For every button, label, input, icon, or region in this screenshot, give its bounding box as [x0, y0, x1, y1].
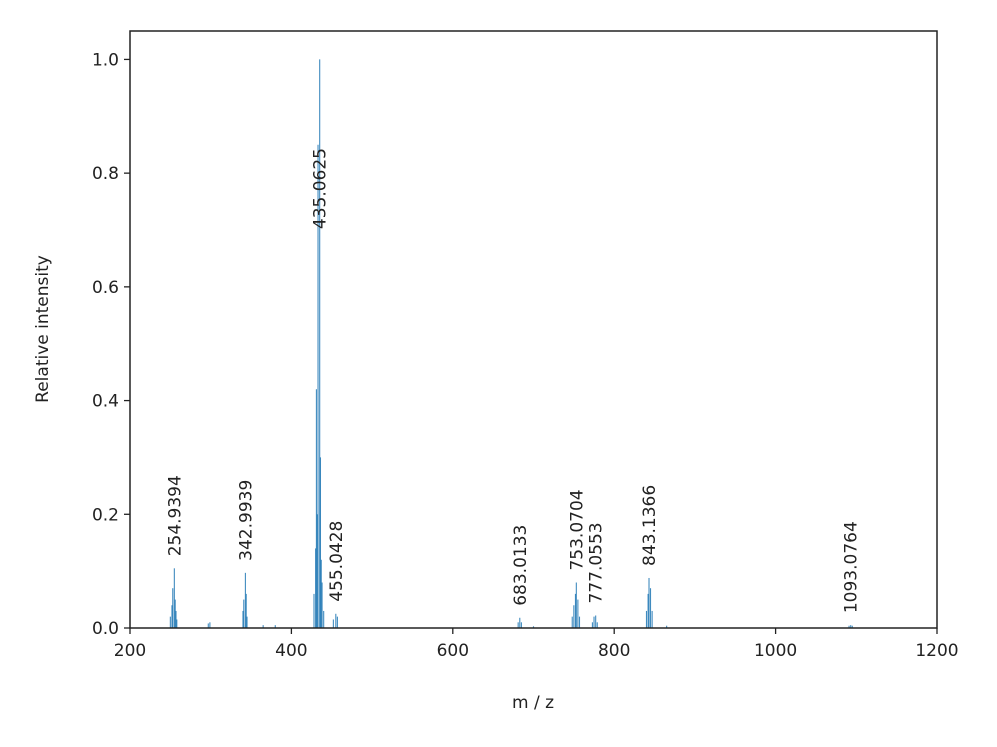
y-tick-label: 1.0: [92, 50, 119, 70]
x-tick-label: 600: [437, 641, 469, 661]
peak-label: 777.0553: [587, 522, 607, 603]
x-tick-label: 800: [598, 641, 630, 661]
y-tick-label: 0.0: [92, 619, 119, 639]
peak-label: 753.0704: [567, 489, 587, 570]
x-tick-label: 200: [114, 641, 146, 661]
peak-label: 254.9394: [165, 475, 185, 556]
peak-label: 435.0625: [311, 148, 331, 229]
peak-label: 342.9939: [236, 480, 256, 561]
y-tick-label: 0.4: [92, 392, 119, 412]
plot-frame: [129, 30, 938, 629]
peak-label: 455.0428: [327, 521, 347, 602]
y-axis-label: Relative intensity: [33, 255, 53, 403]
peak-label: 683.0133: [511, 525, 531, 606]
peak-label: 1093.0764: [842, 521, 862, 613]
y-tick-label: 0.2: [92, 505, 119, 525]
x-tick-label: 400: [275, 641, 307, 661]
x-axis-label: m / z: [512, 693, 554, 713]
y-tick-label: 0.6: [92, 278, 119, 298]
x-tick-label: 1200: [915, 641, 958, 661]
peak-label: 843.1366: [640, 485, 660, 566]
x-tick-label: 1000: [754, 641, 797, 661]
y-tick-label: 0.8: [92, 164, 119, 184]
